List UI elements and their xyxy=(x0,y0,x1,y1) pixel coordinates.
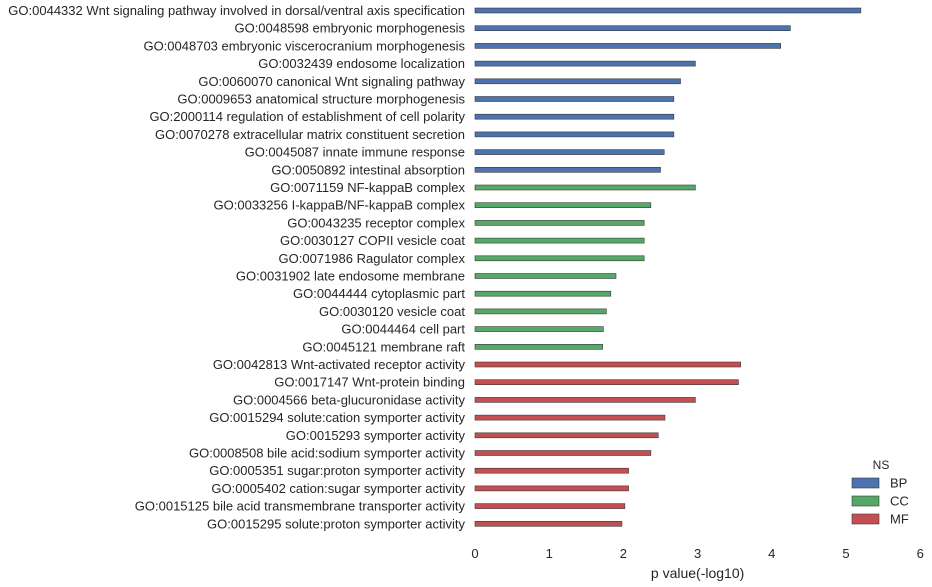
legend-swatch-mf xyxy=(851,513,880,525)
category-label: GO:0030120 vesicle coat xyxy=(319,304,465,319)
bars-layer xyxy=(474,7,862,527)
category-label: GO:0050892 intestinal absorption xyxy=(271,162,465,177)
category-label: GO:0043235 receptor complex xyxy=(287,215,465,230)
legend-label-bp: BP xyxy=(890,476,907,491)
bar-mf xyxy=(474,503,626,509)
bar-mf xyxy=(474,485,629,492)
bar-bp xyxy=(474,96,675,102)
category-label: GO:0008508 bile acid:sodium symporter ac… xyxy=(189,446,466,461)
category-label: GO:0044444 cytoplasmic part xyxy=(293,286,465,301)
category-label: GO:0060070 canonical Wnt signaling pathw… xyxy=(198,74,465,89)
category-label: GO:0004566 beta-glucuronidase activity xyxy=(233,392,465,407)
category-label: GO:0045121 membrane raft xyxy=(302,339,465,354)
x-axis-title: p value(-log10) xyxy=(651,565,744,581)
bar-cc xyxy=(474,220,645,226)
bar-cc xyxy=(474,343,603,350)
category-label: GO:0048703 embryonic viscerocranium morp… xyxy=(143,38,465,53)
category-label: GO:0015293 symporter activity xyxy=(286,428,466,443)
x-tick-label: 2 xyxy=(620,546,627,561)
legend-swatch-bp xyxy=(851,477,880,489)
bar-mf xyxy=(474,414,666,421)
bar-mf xyxy=(474,450,652,456)
x-tick-label: 1 xyxy=(546,546,553,561)
category-label: GO:0005351 sugar:proton symporter activi… xyxy=(209,463,465,478)
category-label: GO:2000114 regulation of establishment o… xyxy=(149,109,465,124)
bar-mf xyxy=(474,432,659,439)
bar-cc xyxy=(474,326,604,332)
bar-bp xyxy=(474,60,696,67)
bar-bp xyxy=(474,78,681,85)
bar-bp xyxy=(474,25,791,32)
legend-label-cc: CC xyxy=(890,494,909,509)
x-tick-label: 5 xyxy=(842,546,849,561)
bar-cc xyxy=(474,255,645,262)
category-label: GO:0031902 late endosome membrane xyxy=(236,269,465,284)
x-tick-label: 3 xyxy=(694,546,701,561)
bar-cc xyxy=(474,308,607,315)
category-labels: GO:0044332 Wnt signaling pathway involve… xyxy=(8,3,465,531)
bar-mf xyxy=(474,397,696,403)
bar-mf xyxy=(474,467,629,474)
bar-bp xyxy=(474,167,661,173)
bar-cc xyxy=(474,184,696,191)
category-label: GO:0033256 I-kappaB/NF-kappaB complex xyxy=(214,198,466,213)
bar-cc xyxy=(474,237,645,244)
x-tick-label: 0 xyxy=(471,546,478,561)
category-label: GO:0044464 cell part xyxy=(341,322,465,337)
category-label: GO:0015125 bile acid transmembrane trans… xyxy=(135,499,466,514)
category-label: GO:0015295 solute:proton symporter activ… xyxy=(207,516,465,531)
legend: NS BP CC MF xyxy=(851,458,909,527)
legend-label-mf: MF xyxy=(890,512,909,527)
bar-bp xyxy=(474,131,675,138)
bar-bp xyxy=(474,113,675,120)
category-label: GO:0071986 Ragulator complex xyxy=(279,251,466,266)
legend-swatch-cc xyxy=(851,495,880,507)
legend-title: NS xyxy=(873,458,890,472)
bar-bp xyxy=(474,149,665,155)
category-label: GO:0042813 Wnt-activated receptor activi… xyxy=(213,357,466,372)
category-label: GO:0048598 embryonic morphogenesis xyxy=(234,21,465,36)
x-axis: 0 1 2 3 4 5 6 xyxy=(471,546,923,561)
bar-cc xyxy=(474,290,612,297)
category-label: GO:0005402 cation:sugar symporter activi… xyxy=(211,481,465,496)
bar-bp xyxy=(474,7,862,14)
bar-bp xyxy=(474,43,782,49)
category-label: GO:0017147 Wnt-protein binding xyxy=(274,375,465,390)
category-label: GO:0044332 Wnt signaling pathway involve… xyxy=(8,3,465,18)
category-label: GO:0045087 innate immune response xyxy=(245,145,465,160)
bar-cc xyxy=(474,273,617,279)
bar-cc xyxy=(474,202,652,208)
bar-mf xyxy=(474,361,741,368)
category-label: GO:0009653 anatomical structure morphoge… xyxy=(177,92,465,107)
category-label: GO:0015294 solute:cation symporter activ… xyxy=(209,410,465,425)
category-label: GO:0030127 COPII vesicle coat xyxy=(280,233,465,248)
category-label: GO:0071159 NF-kappaB complex xyxy=(270,180,465,195)
x-tick-label: 4 xyxy=(768,546,775,561)
bar-mf xyxy=(474,379,739,386)
category-label: GO:0032439 endosome localization xyxy=(258,56,465,71)
x-tick-label: 6 xyxy=(917,546,924,561)
category-label: GO:0070278 extracellular matrix constitu… xyxy=(155,127,465,142)
bar-mf xyxy=(474,520,623,527)
